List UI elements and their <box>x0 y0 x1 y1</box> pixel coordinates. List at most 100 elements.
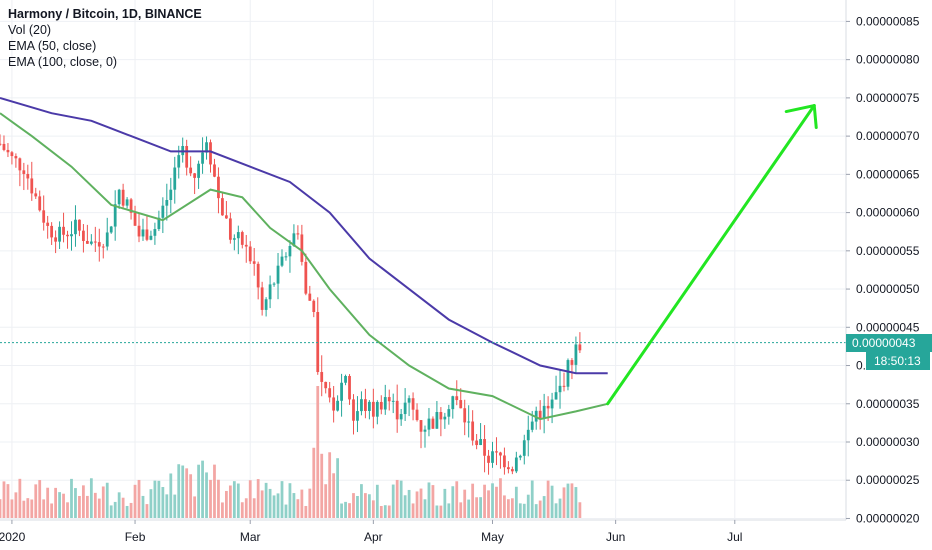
candle-body <box>471 421 475 441</box>
candle-body <box>499 452 502 456</box>
candle-body <box>14 156 18 159</box>
candle-body <box>467 421 471 423</box>
volume-bar <box>169 473 173 518</box>
candle-body <box>197 163 200 178</box>
symbol-title[interactable]: Harmony / Bitcoin, 1D, BINANCE <box>8 7 202 21</box>
volume-bar <box>117 492 121 518</box>
volume-bar <box>534 504 538 518</box>
last-price-badge: 0.00000043 <box>846 333 932 352</box>
volume-bar <box>578 502 582 518</box>
candle-body <box>348 375 351 400</box>
candle-body <box>312 300 316 313</box>
volume-bar <box>101 486 105 518</box>
volume-bar <box>129 502 133 518</box>
price-tick-label: 0.00000050 <box>856 282 920 296</box>
ema-50-label[interactable]: EMA (50, close) <box>8 39 97 53</box>
candle-body <box>375 401 379 417</box>
candle-body <box>296 233 300 235</box>
volume-bar <box>570 483 574 518</box>
volume-bar <box>383 505 387 518</box>
ema-50-line <box>0 112 608 421</box>
price-tick-label: 0.00000045 <box>856 320 920 334</box>
candle-body <box>558 385 562 393</box>
volume-bar <box>18 478 22 518</box>
candle-body <box>10 152 14 157</box>
candle-body <box>419 420 423 432</box>
volume-bar <box>427 482 431 518</box>
volume-bar <box>66 502 69 518</box>
candle-body <box>578 344 582 351</box>
volume-bar <box>566 483 570 518</box>
candle-body <box>232 238 236 240</box>
volume-bar <box>165 494 169 518</box>
volume-bar <box>38 480 42 518</box>
candle-body <box>89 241 93 244</box>
candle-body <box>109 226 113 233</box>
candle-body <box>443 416 447 420</box>
volume-bar <box>105 482 109 518</box>
ema-100-label[interactable]: EMA (100, close, 0) <box>8 55 118 69</box>
volume-bar <box>375 484 379 518</box>
candle-body <box>554 392 558 400</box>
volume-bar <box>2 481 6 518</box>
volume-bar <box>121 497 125 518</box>
volume-bar <box>145 504 149 518</box>
volume-bar <box>371 500 375 518</box>
volume-bar <box>499 478 502 518</box>
time-tick-label: Jun <box>606 530 625 544</box>
candle-body <box>522 440 526 456</box>
candle-body <box>407 398 411 403</box>
volume-bar <box>141 495 145 518</box>
volume-bar <box>137 479 141 518</box>
volume-bar <box>395 479 399 518</box>
candle-body <box>66 234 69 237</box>
candle-body <box>117 189 121 205</box>
candle-body <box>566 360 570 387</box>
time-tick-label: 2020 <box>0 530 26 544</box>
candle-body <box>292 233 296 247</box>
volume-bar <box>34 484 38 518</box>
price-tick-label: 0.00000085 <box>856 14 920 28</box>
volume-bar <box>510 498 514 518</box>
volume-bar <box>221 502 224 518</box>
price-tick-label: 0.00000075 <box>856 91 920 105</box>
volume-bar <box>288 483 292 518</box>
volume-bar <box>352 493 355 518</box>
grid <box>0 0 846 520</box>
volume-bar <box>491 483 494 518</box>
volume-bar <box>324 484 328 518</box>
volume-bar <box>14 492 18 518</box>
candle-body <box>300 234 304 262</box>
candle-body <box>248 246 252 262</box>
candle-body <box>367 401 371 411</box>
candle-body <box>360 399 363 412</box>
candle-body <box>542 405 546 419</box>
candle-body <box>475 440 479 446</box>
volume-bar <box>503 495 506 518</box>
volume-bar <box>232 481 236 518</box>
volume-bar <box>419 488 423 518</box>
volume-bar <box>439 505 443 518</box>
volume-indicator-label[interactable]: Vol (20) <box>8 23 52 37</box>
candle-body <box>185 146 189 168</box>
candle-body <box>221 198 224 216</box>
candle-body <box>62 226 65 235</box>
volume-bar <box>518 503 522 518</box>
volume-bar <box>280 481 284 518</box>
volume-bar <box>157 480 161 518</box>
volume-bar <box>415 491 419 518</box>
candle-body <box>161 205 165 218</box>
time-tick-label: Feb <box>125 530 146 544</box>
candle-body <box>451 396 455 410</box>
candle-body <box>526 429 530 441</box>
volume-bar <box>50 503 54 518</box>
volume-bar <box>6 484 10 518</box>
projection-arrow <box>606 104 818 406</box>
candle-body <box>510 469 514 472</box>
candle-body <box>495 451 498 453</box>
volume-bar <box>542 496 546 518</box>
volume-bar <box>431 485 435 518</box>
volume-bar <box>332 473 336 518</box>
volume-bar <box>89 478 93 518</box>
